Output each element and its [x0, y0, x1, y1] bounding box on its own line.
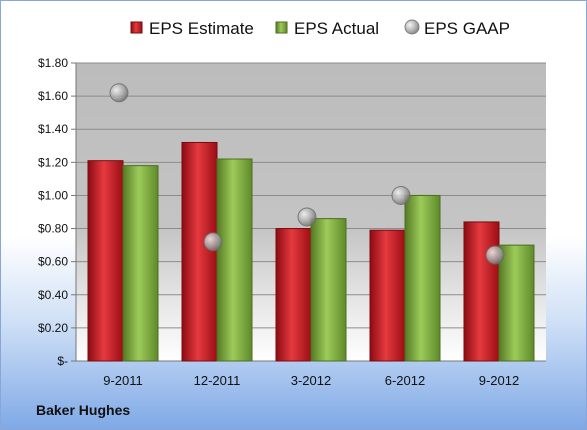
y-tick-label: $0.60 [38, 255, 68, 269]
legend-eps-estimate-swatch [130, 21, 143, 34]
y-tick-label: $1.60 [38, 89, 68, 103]
bar-eps-actual [122, 165, 159, 362]
y-tick-label: $0.80 [38, 222, 68, 236]
x-category-label: 9-2011 [103, 373, 143, 388]
x-category-label: 9-2012 [479, 373, 519, 388]
bar-eps-actual [216, 158, 253, 362]
bar-eps-estimate [369, 229, 406, 362]
y-tick-label: $0.40 [38, 288, 68, 302]
x-category-label: 3-2012 [291, 373, 331, 388]
marker-eps-gaap [391, 185, 411, 205]
bar-eps-actual [498, 244, 535, 362]
legend-eps-actual-label: EPS Actual [294, 19, 379, 38]
bar-eps-actual [404, 194, 441, 362]
y-tick-label: $0.20 [38, 321, 68, 335]
company-label: Baker Hughes [36, 402, 131, 418]
marker-eps-gaap [297, 207, 317, 227]
legend-eps-gaap-swatch [404, 19, 420, 35]
legend-eps-actual-swatch [275, 21, 288, 34]
legend-eps-estimate-label: EPS Estimate [149, 19, 254, 38]
bar-eps-estimate [87, 160, 124, 362]
y-tick-label: $1.00 [38, 188, 68, 202]
y-tick-label: $1.40 [38, 122, 68, 136]
x-category-label: 6-2012 [385, 373, 425, 388]
bar-eps-estimate [181, 141, 218, 362]
x-category-label: 12-2011 [194, 373, 241, 388]
marker-eps-gaap [203, 232, 223, 252]
marker-eps-gaap [109, 83, 129, 103]
y-tick-label: $1.80 [38, 56, 68, 70]
bar-eps-estimate [463, 221, 500, 362]
bar-eps-actual [310, 218, 347, 362]
y-tick-label: $1.20 [38, 155, 68, 169]
legend-eps-gaap-label: EPS GAAP [424, 19, 510, 38]
y-tick-label: $- [57, 354, 68, 368]
marker-eps-gaap [485, 245, 505, 265]
bar-eps-estimate [275, 228, 312, 362]
